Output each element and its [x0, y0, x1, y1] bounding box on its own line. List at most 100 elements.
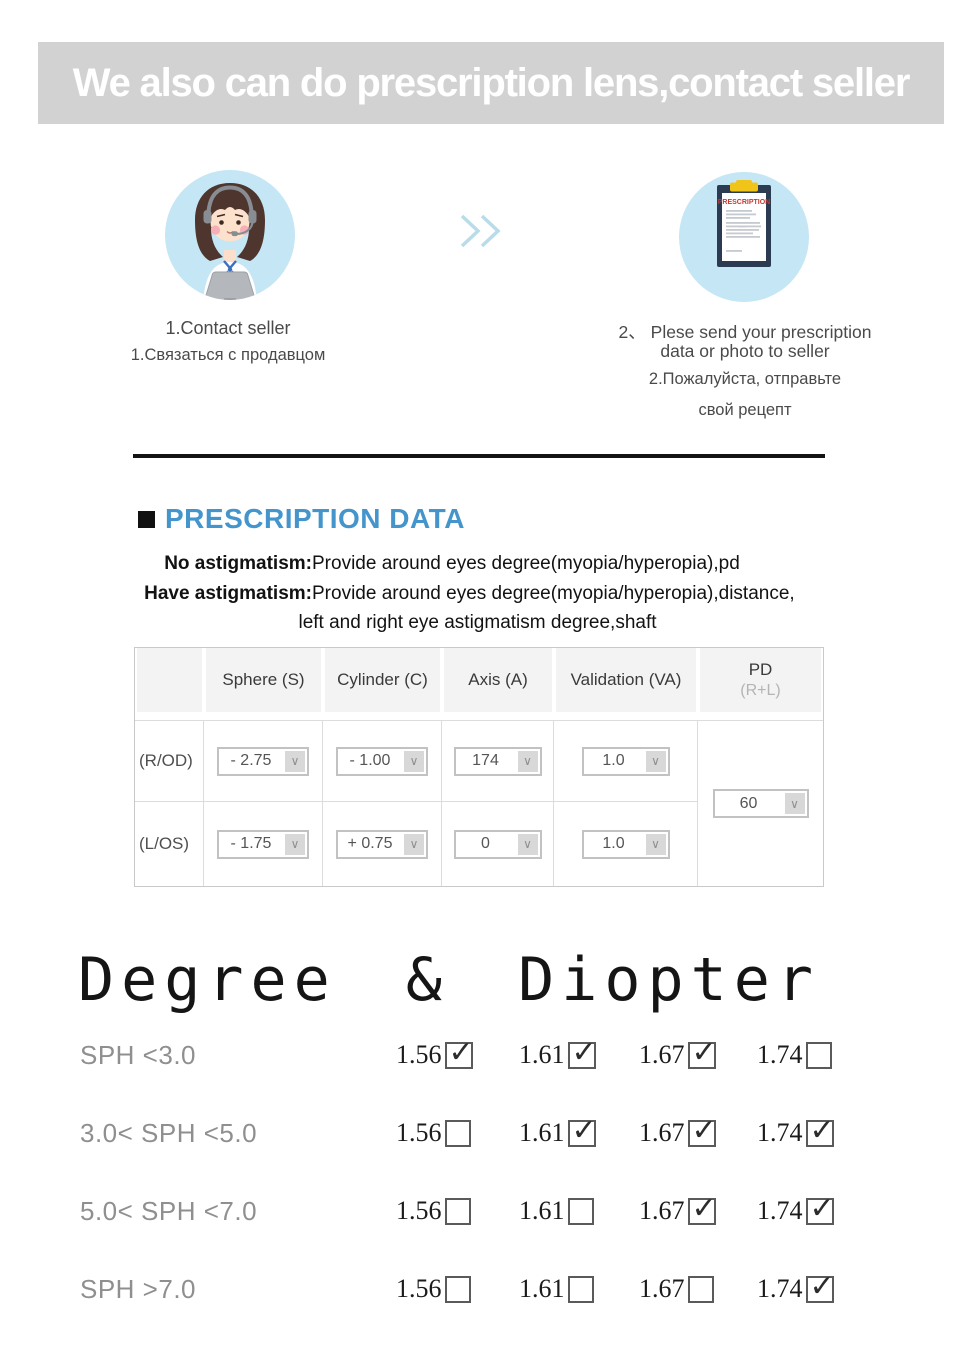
chevron-down-icon[interactable]: ∨	[404, 750, 424, 772]
sphere-left-dropdown[interactable]: - 1.75 ∨	[217, 829, 309, 859]
banner-text: We also can do prescription lens,contact…	[72, 60, 911, 105]
note-label: Have astigmatism:	[144, 583, 312, 604]
diopter-option: 1.56	[396, 1274, 471, 1304]
dropdown-value: 1.0	[602, 835, 625, 852]
table-cell: - 1.75 ∨	[204, 802, 323, 886]
table-cell: - 2.75 ∨	[204, 721, 323, 802]
index-value: 1.67	[639, 1040, 685, 1069]
section-title: PRESCRIPTION DATA	[165, 503, 465, 534]
index-value: 1.74	[757, 1196, 803, 1225]
sphere-right-dropdown[interactable]: - 2.75 ∨	[217, 746, 309, 776]
diopter-checkbox[interactable]	[444, 1276, 471, 1303]
note-no-astigmatism: No astigmatism: Provide around eyes degre…	[0, 549, 960, 579]
diopter-checkbox[interactable]	[567, 1198, 594, 1225]
diopter-option: 1.67 ✓	[639, 1116, 717, 1148]
diopter-option: 1.56 ✓	[396, 1038, 474, 1070]
index-value: 1.56	[396, 1118, 442, 1147]
section-divider	[133, 454, 825, 458]
diopter-checkbox[interactable]: ✓	[687, 1038, 717, 1069]
chevron-down-icon[interactable]: ∨	[285, 750, 305, 772]
index-value: 1.61	[519, 1118, 565, 1147]
header-empty	[135, 648, 204, 721]
table-cell: 1.0 ∨	[554, 802, 698, 886]
note-continuation: left and right eye astigmatism degree,sh…	[298, 612, 657, 633]
index-value: 1.56	[396, 1040, 442, 1069]
axis-left-dropdown[interactable]: 0 ∨	[453, 829, 542, 859]
index-value: 1.61	[519, 1274, 565, 1303]
diopter-checkbox[interactable]	[687, 1276, 714, 1303]
dropdown-value: - 1.75	[230, 835, 272, 852]
diopter-checkbox[interactable]: ✓	[805, 1116, 835, 1147]
chevron-down-icon[interactable]: ∨	[645, 750, 666, 772]
sph-range-label: 3.0< SPH <5.0	[80, 1118, 258, 1148]
double-chevron-icon	[456, 212, 508, 255]
diopter-option: 1.61	[519, 1196, 594, 1226]
chevron-down-icon[interactable]: ∨	[645, 833, 666, 855]
dropdown-value: 0	[481, 835, 490, 852]
diopter-checkbox[interactable]	[444, 1198, 471, 1225]
index-value: 1.61	[519, 1040, 565, 1069]
prescription-data-heading: PRESCRIPTION DATA	[138, 503, 465, 535]
diopter-option: 1.74	[757, 1040, 832, 1070]
diopter-checkbox[interactable]: ✓	[444, 1038, 474, 1069]
contact-seller-illustration	[165, 170, 295, 300]
diopter-option: 1.67	[639, 1274, 714, 1304]
diopter-option: 1.61 ✓	[519, 1116, 597, 1148]
diopter-option: 1.67 ✓	[639, 1194, 717, 1226]
contact-seller-caption-en: 1.Contact seller	[165, 318, 291, 338]
validation-right-dropdown[interactable]: 1.0 ∨	[581, 746, 670, 776]
sph-range-label: 5.0< SPH <7.0	[80, 1196, 258, 1226]
diopter-option: 1.74 ✓	[757, 1194, 835, 1226]
cylinder-right-dropdown[interactable]: - 1.00 ∨	[336, 746, 428, 776]
send-prescription-caption-ru-1: 2.Пожалуйста, отправьте	[648, 370, 842, 388]
diopter-option: 1.74 ✓	[757, 1272, 835, 1304]
customer-service-girl-icon	[165, 170, 295, 300]
header-cylinder: Cylinder (C)	[323, 648, 442, 721]
header-axis: Axis (A)	[442, 648, 554, 721]
diopter-checkbox[interactable]: ✓	[687, 1116, 717, 1147]
header-pd-main: PD	[748, 660, 773, 679]
index-value: 1.67	[639, 1196, 685, 1225]
note-text: Provide around eyes degree(myopia/hypero…	[312, 583, 795, 604]
prescription-clipboard-icon: PRESCRIPTION	[679, 172, 809, 302]
diopter-checkbox[interactable]: ✓	[805, 1272, 835, 1303]
pd-dropdown[interactable]: 60 ∨	[712, 789, 809, 818]
dropdown-value: 174	[472, 752, 499, 769]
chevron-down-icon[interactable]: ∨	[517, 750, 538, 772]
axis-right-dropdown[interactable]: 174 ∨	[453, 746, 542, 776]
chevron-down-icon[interactable]: ∨	[784, 793, 805, 814]
contact-seller-caption-ru: 1.Связаться с продавцом	[130, 346, 326, 364]
top-banner: We also can do prescription lens,contact…	[38, 42, 944, 124]
diopter-checkbox[interactable]: ✓	[687, 1194, 717, 1225]
chevron-down-icon[interactable]: ∨	[517, 833, 538, 855]
diopter-checkbox[interactable]: ✓	[567, 1038, 597, 1069]
prescription-table: Sphere (S) Cylinder (C) Axis (A) Validat…	[134, 647, 824, 887]
diopter-option: 1.61 ✓	[519, 1038, 597, 1070]
diopter-option: 1.56	[396, 1118, 471, 1148]
cylinder-left-dropdown[interactable]: + 0.75 ∨	[336, 829, 428, 859]
dropdown-value: - 1.00	[349, 752, 391, 769]
send-prescription-caption-en-2: data or photo to seller	[660, 341, 830, 361]
astigmatism-notes: No astigmatism: Provide around eyes degre…	[0, 549, 960, 636]
index-value: 1.61	[519, 1196, 565, 1225]
table-cell: + 0.75 ∨	[323, 802, 442, 886]
clipboard-title: PRESCRIPTION	[718, 199, 771, 206]
header-validation: Validation (VA)	[554, 648, 698, 721]
chevron-down-icon[interactable]: ∨	[404, 833, 424, 855]
note-text: Provide around eyes degree(myopia/hypero…	[312, 553, 740, 574]
chevron-down-icon[interactable]: ∨	[285, 833, 305, 855]
diopter-checkbox[interactable]	[805, 1042, 832, 1069]
sph-range-label: SPH <3.0	[80, 1040, 197, 1070]
diopter-checkbox[interactable]	[567, 1276, 594, 1303]
diopter-checkbox[interactable]: ✓	[805, 1194, 835, 1225]
index-value: 1.67	[639, 1274, 685, 1303]
index-value: 1.67	[639, 1118, 685, 1147]
diopter-checkbox[interactable]: ✓	[567, 1116, 597, 1147]
diopter-checkbox[interactable]	[444, 1120, 471, 1147]
dropdown-value: 1.0	[602, 752, 625, 769]
validation-left-dropdown[interactable]: 1.0 ∨	[581, 829, 670, 859]
table-cell: 0 ∨	[442, 802, 554, 886]
row-label-right-eye: (R/OD)	[135, 721, 204, 802]
prescription-illustration: PRESCRIPTION	[679, 172, 809, 302]
index-value: 1.56	[396, 1274, 442, 1303]
